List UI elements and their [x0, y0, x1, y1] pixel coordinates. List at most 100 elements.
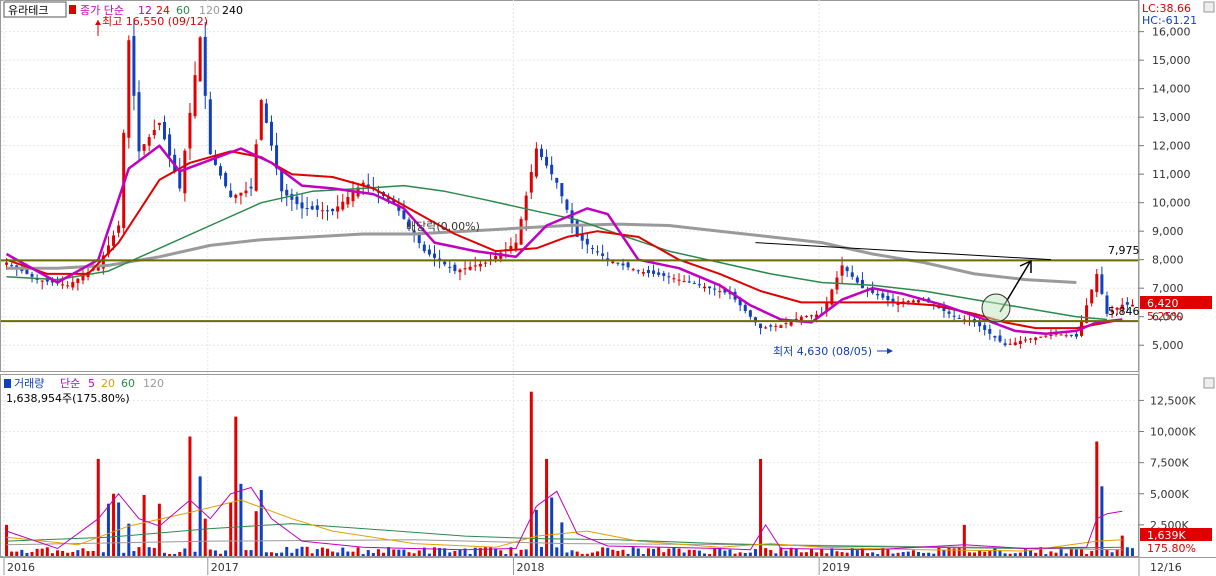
- candle-body: [341, 201, 345, 210]
- candle-body: [962, 319, 966, 321]
- volume-bar: [840, 552, 844, 556]
- candle-body: [677, 279, 681, 281]
- candle-body: [351, 192, 355, 202]
- candle-body: [998, 335, 1002, 342]
- volume-bar: [1120, 535, 1124, 556]
- hc-indicator: HC:-61.21: [1142, 14, 1197, 27]
- candle-body: [1049, 334, 1053, 337]
- volume-bar: [392, 549, 396, 556]
- volume-bar: [168, 554, 172, 556]
- volume-bar: [606, 547, 610, 556]
- volume-bar: [1115, 549, 1119, 556]
- candle-body: [575, 220, 579, 237]
- volume-bar: [866, 553, 870, 556]
- candle-body: [830, 289, 834, 305]
- volume-label: 거래량: [14, 377, 44, 390]
- volume-bar: [478, 548, 482, 556]
- volume-bar: [759, 458, 763, 556]
- volume-bar: [183, 548, 187, 556]
- volume-bar: [10, 551, 14, 556]
- candle-body: [580, 234, 584, 241]
- candle-body: [850, 272, 854, 277]
- price-tick-label: 9,000: [1152, 225, 1184, 238]
- volume-bar: [916, 552, 920, 556]
- candle-body: [249, 186, 253, 189]
- volume-bar: [820, 549, 824, 556]
- candle-body: [774, 325, 778, 327]
- candle-body: [463, 268, 467, 270]
- candle-body: [514, 242, 518, 249]
- volume-bar: [397, 549, 401, 556]
- candle-body: [606, 258, 610, 260]
- candle-body: [483, 262, 487, 264]
- volume-bar: [815, 552, 819, 556]
- candle-body: [784, 323, 788, 325]
- volume-panel-scroll-button[interactable]: [1203, 377, 1215, 389]
- volume-bar: [50, 553, 54, 556]
- candle-body: [886, 295, 890, 301]
- volume-bar: [35, 548, 39, 556]
- volume-bar: [331, 551, 335, 556]
- candle-body: [1105, 295, 1109, 314]
- candle-body: [336, 206, 340, 212]
- volume-bar: [514, 553, 518, 556]
- candle-body: [213, 156, 217, 165]
- price-tick-label: 13,000: [1152, 111, 1191, 124]
- candle-body: [545, 156, 549, 166]
- volume-bar: [871, 552, 875, 556]
- candle-body: [855, 277, 859, 283]
- volume-bar: [667, 548, 671, 556]
- price-tick-label: 8,000: [1152, 254, 1184, 267]
- candle-body: [692, 283, 696, 285]
- candle-body: [1090, 289, 1094, 304]
- volume-bar: [310, 553, 314, 556]
- volume-bar: [1069, 548, 1073, 556]
- candle-body: [25, 269, 29, 274]
- candle-body: [590, 247, 594, 249]
- candle-body: [147, 137, 151, 146]
- candle-body: [280, 169, 284, 192]
- volume-bar: [351, 551, 355, 556]
- volume-bar: [585, 553, 589, 556]
- price-tick-label: 16,000: [1152, 26, 1191, 39]
- candle-body: [61, 284, 65, 286]
- volume-bar: [432, 547, 436, 556]
- candle-body: [713, 288, 717, 290]
- candle-body: [682, 281, 686, 283]
- volume-bar: [753, 549, 757, 556]
- volume-bar: [152, 547, 156, 556]
- candle-body: [1059, 334, 1063, 336]
- candle-body: [601, 253, 605, 256]
- volume-bar: [789, 547, 793, 556]
- volume-bar: [922, 552, 926, 556]
- volume-bar: [794, 548, 798, 556]
- vol-ma-20-line: [6, 499, 1123, 552]
- volume-bar: [830, 548, 834, 556]
- volume-bar: [162, 552, 166, 556]
- volume-bar: [407, 552, 411, 556]
- volume-bar: [489, 547, 493, 556]
- candle-body: [789, 320, 793, 326]
- candle-body: [71, 282, 75, 288]
- candle-body: [1029, 338, 1033, 340]
- volume-bar: [611, 549, 615, 556]
- volume-bar: [142, 495, 146, 556]
- volume-bar: [809, 548, 813, 556]
- candle-body: [845, 267, 849, 272]
- support-label: 5,846: [1108, 305, 1140, 318]
- volume-bar: [687, 549, 691, 556]
- volume-bar: [1090, 551, 1094, 556]
- volume-bar: [555, 547, 559, 556]
- volume-bar: [631, 547, 635, 556]
- price-tick-label: 12,000: [1152, 140, 1191, 153]
- volume-bar: [539, 546, 543, 556]
- price-panel-scroll-button[interactable]: [1203, 1, 1215, 13]
- candle-body: [239, 192, 243, 196]
- volume-bar: [361, 554, 365, 556]
- volume-bar: [417, 550, 421, 556]
- stock-name-box[interactable]: [3, 1, 67, 18]
- volume-bar: [978, 550, 982, 556]
- volume-bar: [412, 553, 416, 556]
- candle-body: [35, 278, 39, 280]
